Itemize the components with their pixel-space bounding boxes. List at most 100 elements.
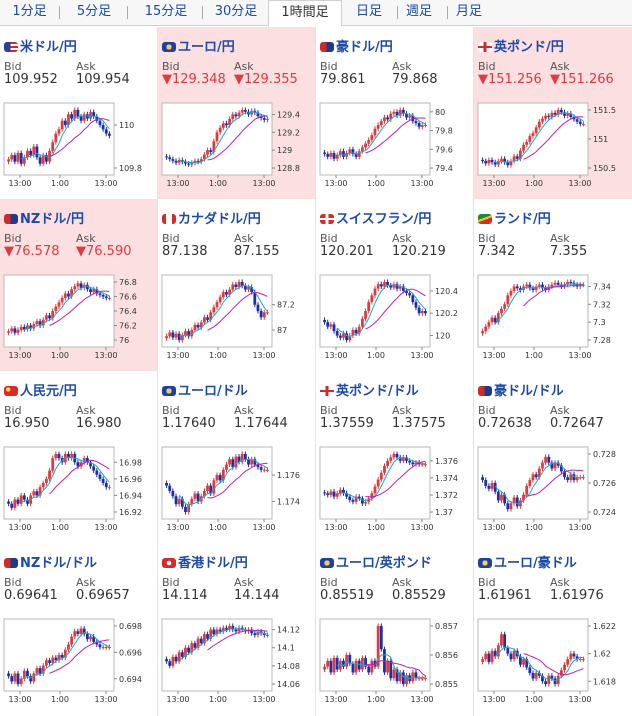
tab-8[interactable]: 月足: [455, 4, 482, 19]
pair-title-link[interactable]: ランド/円: [478, 208, 551, 227]
tab-6[interactable]: 日足: [355, 4, 382, 19]
pair-title-link[interactable]: スイスフラン/円: [320, 208, 431, 227]
candle-body: [218, 629, 222, 632]
candle-body: [215, 132, 219, 142]
ask-value: 0.72647: [550, 416, 604, 431]
nz-flag-icon: [4, 214, 18, 224]
candle-body: [401, 672, 405, 685]
mini-chart[interactable]: 120.4 120.2 120 13:00 1:00 13:00: [318, 271, 468, 361]
tab-1[interactable]: 1分足: [12, 4, 47, 19]
candle-body: [196, 638, 200, 648]
candle-body: [101, 125, 105, 130]
pair-title-link[interactable]: ユーロ/豪ドル: [478, 552, 577, 571]
candle-body: [525, 485, 529, 495]
eu-flag-icon: [162, 386, 176, 396]
short-moving-average-line: [337, 456, 426, 501]
pair-name: ユーロ/豪ドル: [494, 556, 577, 571]
short-moving-average-line: [179, 285, 268, 337]
pair-title-link[interactable]: ユーロ/ドル: [162, 380, 248, 399]
candle-body: [541, 675, 544, 682]
short-moving-average-line: [494, 283, 584, 325]
candle-body: [386, 460, 390, 466]
mini-chart[interactable]: 0.698 0.696 0.694 13:00 1:00 13:00: [2, 615, 152, 705]
rate-card: ユーロ/ドル Bid Ask 1.17640 1.17644 1.176 1.174 13:0…: [158, 371, 316, 543]
candle-body: [522, 494, 525, 501]
ask-label: Ask: [234, 232, 254, 245]
candle-body: [515, 497, 519, 507]
bid-value: ▼151.256: [478, 72, 542, 87]
candle-body: [218, 475, 222, 481]
x-tick-label: 13:00: [252, 179, 275, 188]
y-tick-label: 14.06: [277, 680, 300, 689]
ask-label: Ask: [550, 232, 570, 245]
y-tick-label: 16.92: [119, 508, 142, 517]
x-tick-label: 13:00: [8, 523, 31, 532]
candle-body: [566, 477, 570, 481]
short-moving-average-line: [21, 632, 110, 680]
tab-4[interactable]: 30分足: [214, 4, 258, 19]
short-moving-average-line: [21, 285, 110, 331]
candle-body: [553, 112, 557, 115]
candle-body: [108, 647, 111, 649]
pair-title-link[interactable]: 英ポンド/円: [478, 36, 564, 55]
candle-body: [379, 121, 383, 125]
candle-body: [13, 328, 17, 333]
tab-3[interactable]: 15分足: [144, 4, 188, 19]
pair-title-link[interactable]: 英ポンド/ドル: [320, 380, 419, 399]
tab-separator: [397, 6, 398, 19]
pair-title-link[interactable]: 豪ドル/円: [320, 36, 393, 55]
long-moving-average-line: [207, 462, 268, 499]
pair-title-link[interactable]: 人民元/円: [4, 380, 77, 399]
pair-title-link[interactable]: NZドル/ドル: [4, 552, 98, 571]
pair-title-link[interactable]: 豪ドル/ドル: [478, 380, 564, 399]
pair-title-link[interactable]: 米ドル/円: [4, 36, 77, 55]
candle-body: [209, 629, 213, 639]
candle-body: [184, 331, 187, 335]
tab-7[interactable]: 週足: [405, 4, 432, 19]
candle-body: [414, 672, 418, 679]
pair-title-link[interactable]: NZドル/円: [4, 208, 84, 227]
pair-title-link[interactable]: カナダドル/円: [162, 208, 261, 227]
candle-body: [509, 653, 513, 660]
pair-name: ユーロ/英ポンド: [336, 556, 432, 571]
candle-body: [537, 121, 541, 128]
candle-body: [82, 628, 86, 634]
mini-chart[interactable]: 87.2 87 13:00 1:00 13:00: [160, 271, 310, 361]
mini-chart[interactable]: 1.176 1.174 13:00 1:00 13:00: [160, 443, 310, 533]
pair-title-link[interactable]: 香港ドル/円: [162, 552, 248, 571]
ask-value: 1.61976: [550, 588, 604, 603]
candle-body: [417, 678, 421, 680]
candle-body: [98, 644, 102, 648]
y-tick-label: 0.728: [593, 450, 616, 459]
pair-title-link[interactable]: ユーロ/英ポンド: [320, 552, 432, 571]
candle-body: [373, 486, 377, 494]
candle-body: [487, 159, 491, 164]
candle-body: [541, 462, 544, 469]
candle-body: [323, 666, 326, 670]
x-tick-label: 13:00: [324, 695, 347, 704]
pair-name: NZドル/ドル: [20, 556, 98, 571]
candle-body: [76, 631, 80, 634]
candle-body: [250, 459, 254, 465]
tab-2[interactable]: 5分足: [76, 4, 112, 19]
candle-body: [193, 643, 197, 648]
y-tick-label: 79.4: [435, 164, 453, 173]
candle-body: [509, 503, 513, 510]
china-flag-icon: [4, 386, 18, 396]
candle-body: [82, 114, 86, 121]
long-moving-average-line: [49, 118, 110, 157]
tab-5[interactable]: 1時間足: [268, 0, 342, 27]
pair-title-link[interactable]: ユーロ/円: [162, 36, 235, 55]
